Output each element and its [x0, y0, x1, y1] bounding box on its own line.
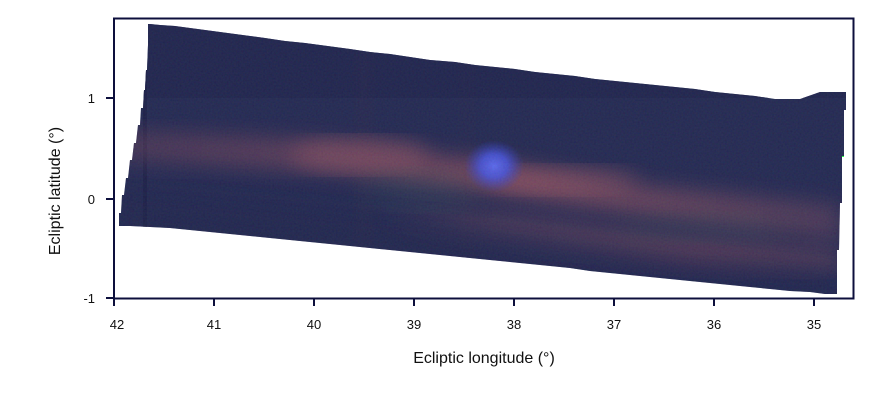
- x-tick-label: 41: [207, 317, 221, 332]
- plot-frame: [113, 17, 855, 300]
- y-tick-labels: 1 0 -1: [83, 91, 95, 306]
- x-axis-label: Ecliptic longitude (°): [413, 350, 555, 367]
- sky-image: [119, 24, 846, 294]
- y-tick-label: -1: [83, 291, 95, 306]
- x-tick-labels: 42 41 40 39 38 37 36 35: [110, 317, 821, 332]
- y-axis-ticks: [106, 97, 114, 299]
- y-tick-label: 1: [88, 91, 95, 106]
- x-tick-label: 36: [707, 317, 721, 332]
- x-tick-label: 37: [607, 317, 621, 332]
- y-tick-label: 0: [88, 192, 95, 207]
- x-tick-label: 35: [807, 317, 821, 332]
- y-axis-label: Ecliptic latitude (°): [47, 127, 64, 255]
- x-tick-label: 42: [110, 317, 124, 332]
- x-tick-label: 40: [307, 317, 321, 332]
- x-axis-ticks: [113, 298, 815, 306]
- x-tick-label: 38: [507, 317, 521, 332]
- x-tick-label: 39: [407, 317, 421, 332]
